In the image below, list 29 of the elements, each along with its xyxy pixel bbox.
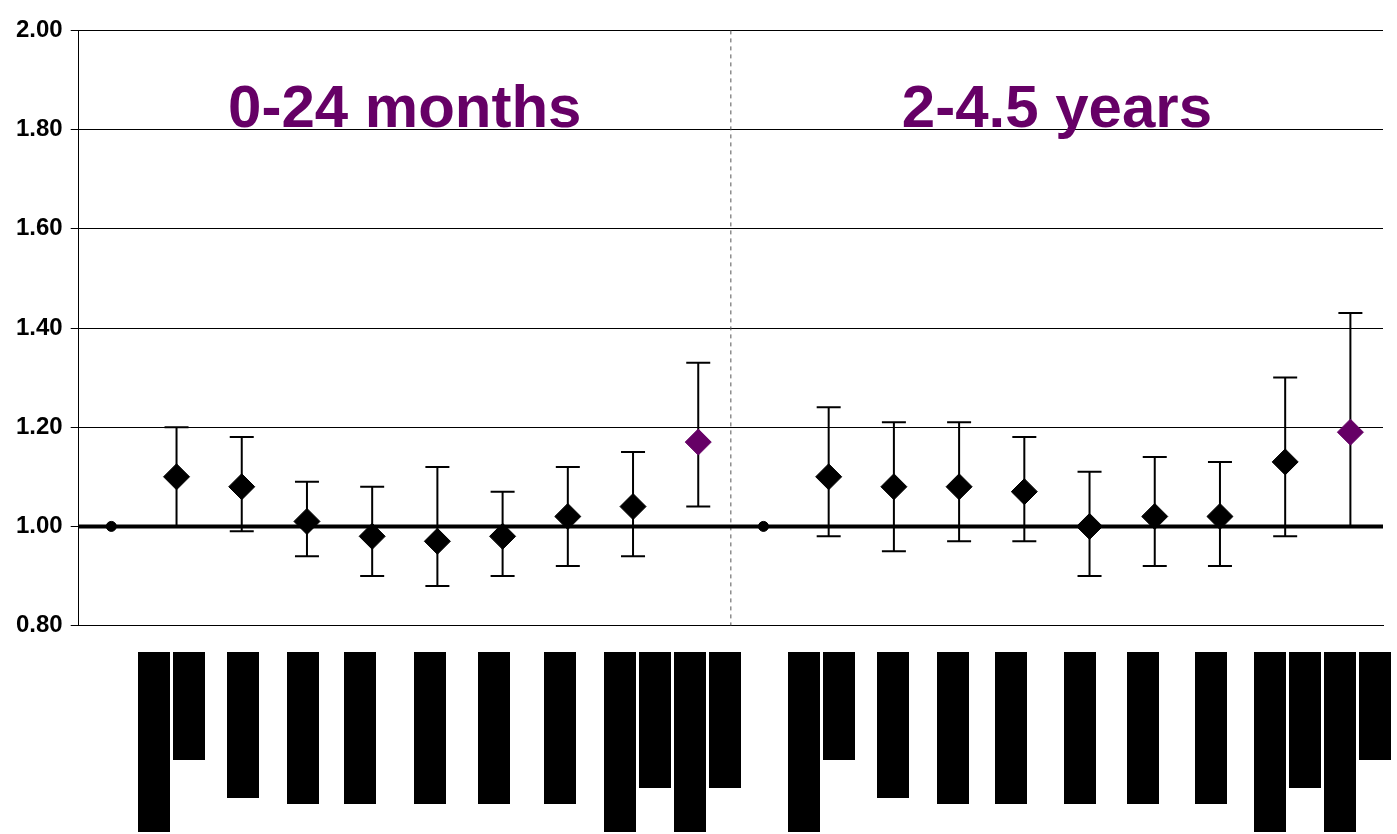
point xyxy=(1141,502,1169,530)
point xyxy=(358,522,386,550)
point xyxy=(757,520,769,532)
y-tick-label: 1.40 xyxy=(15,312,63,340)
point xyxy=(105,520,117,532)
point xyxy=(228,473,256,501)
point xyxy=(163,463,191,491)
point xyxy=(293,507,321,535)
point xyxy=(1076,512,1104,540)
point xyxy=(619,493,647,521)
point xyxy=(1336,418,1364,446)
point xyxy=(489,522,517,550)
y-tick-label: 1.60 xyxy=(15,213,63,241)
y-tick-label: 0.80 xyxy=(15,610,63,638)
point xyxy=(423,527,451,555)
point xyxy=(880,473,908,501)
y-tick-label: 1.80 xyxy=(15,114,63,142)
annotation: 2-4.5 years xyxy=(901,72,1213,140)
y-tick-label: 2.00 xyxy=(15,15,63,43)
y-tick-label: 1.20 xyxy=(15,411,63,439)
point xyxy=(554,502,582,530)
y-tick-label: 1.00 xyxy=(15,511,63,539)
annotation: 0-24 months xyxy=(228,72,582,140)
point xyxy=(1206,502,1234,530)
point xyxy=(815,463,843,491)
point xyxy=(1010,478,1038,506)
point xyxy=(684,428,712,456)
point xyxy=(1271,448,1299,476)
point xyxy=(945,473,973,501)
